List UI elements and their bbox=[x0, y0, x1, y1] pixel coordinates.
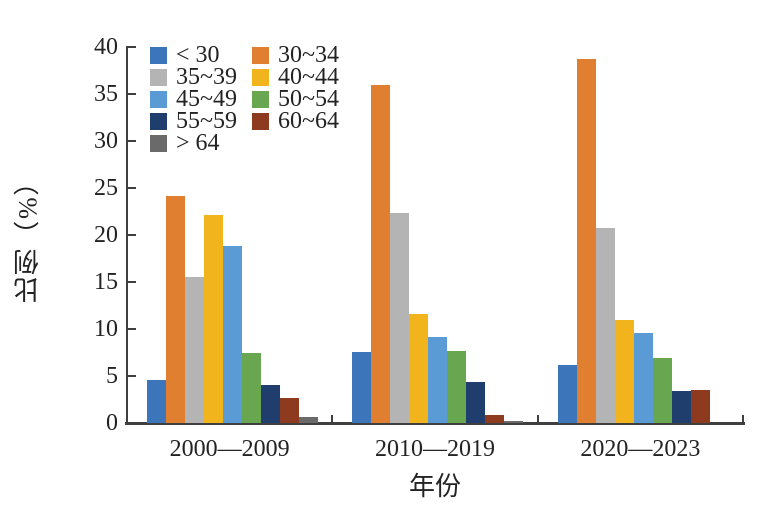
category-label: 2020—2023 bbox=[580, 436, 701, 462]
bar bbox=[671, 391, 691, 423]
legend-swatch bbox=[252, 90, 269, 108]
y-tick-mark bbox=[128, 234, 136, 236]
y-axis-title: 比例（%） bbox=[13, 167, 43, 303]
legend-item: 45~49 bbox=[150, 86, 237, 112]
y-tick-label: 10 bbox=[94, 316, 118, 342]
bar bbox=[166, 195, 185, 423]
legend-item: 50~54 bbox=[252, 86, 339, 112]
legend-label: 60~64 bbox=[278, 108, 339, 134]
x-axis-line bbox=[125, 422, 745, 425]
y-tick-label: 20 bbox=[94, 222, 118, 248]
y-tick-mark bbox=[128, 281, 136, 283]
legend-item: 40~44 bbox=[252, 64, 339, 90]
y-tick-label: 35 bbox=[94, 81, 118, 107]
legend-swatch bbox=[150, 46, 167, 64]
y-tick-label: 15 bbox=[94, 269, 118, 295]
legend-swatch bbox=[150, 90, 167, 108]
legend-item: < 30 bbox=[150, 42, 220, 68]
legend-swatch bbox=[252, 112, 269, 130]
y-tick-label: 40 bbox=[94, 34, 118, 60]
bar bbox=[428, 337, 448, 423]
bar bbox=[466, 381, 486, 423]
bar bbox=[614, 319, 634, 423]
y-tick-label: 30 bbox=[94, 128, 118, 154]
bar bbox=[390, 213, 410, 423]
legend-label: 35~39 bbox=[176, 64, 237, 90]
bar bbox=[485, 415, 505, 423]
bar bbox=[352, 351, 372, 423]
legend-label: 30~34 bbox=[278, 42, 339, 68]
legend-item: 30~34 bbox=[252, 42, 339, 68]
legend-label: 55~59 bbox=[176, 108, 237, 134]
bar bbox=[409, 313, 429, 423]
y-tick-mark bbox=[128, 46, 136, 48]
legend-swatch bbox=[252, 46, 269, 64]
legend-swatch bbox=[150, 68, 167, 86]
legend-label: 40~44 bbox=[278, 64, 339, 90]
x-tick-mark bbox=[331, 415, 333, 423]
y-tick-mark bbox=[128, 187, 136, 189]
legend-label: < 30 bbox=[176, 42, 220, 68]
y-tick-mark bbox=[128, 328, 136, 330]
legend-label: 50~54 bbox=[278, 86, 339, 112]
x-tick-mark bbox=[537, 415, 539, 423]
category-label: 2010—2019 bbox=[374, 436, 495, 462]
bar bbox=[447, 350, 467, 423]
bar bbox=[633, 332, 653, 423]
bar bbox=[504, 421, 524, 423]
legend-item: 35~39 bbox=[150, 64, 237, 90]
y-tick-mark bbox=[128, 375, 136, 377]
x-axis-title: 年份 bbox=[408, 472, 461, 501]
bar bbox=[242, 353, 261, 423]
y-tick-mark bbox=[128, 93, 136, 95]
legend-item: 55~59 bbox=[150, 108, 237, 134]
bar bbox=[595, 228, 615, 423]
legend-swatch bbox=[150, 134, 167, 152]
y-tick-label: 5 bbox=[106, 363, 118, 389]
bar bbox=[223, 246, 242, 423]
x-tick-mark bbox=[742, 415, 744, 423]
bar bbox=[261, 385, 280, 423]
y-axis-line bbox=[126, 46, 128, 424]
legend-label: > 64 bbox=[176, 130, 220, 156]
y-tick-label: 25 bbox=[94, 175, 118, 201]
bar bbox=[652, 358, 672, 423]
bar bbox=[147, 379, 166, 423]
bar bbox=[371, 84, 391, 423]
bar bbox=[557, 364, 577, 423]
bar bbox=[576, 59, 596, 423]
bar bbox=[690, 390, 710, 423]
legend-swatch bbox=[252, 68, 269, 86]
legend-item: > 64 bbox=[150, 130, 220, 156]
bar bbox=[204, 215, 223, 423]
legend-item: 60~64 bbox=[252, 108, 339, 134]
bar bbox=[280, 397, 299, 423]
y-tick-label: 0 bbox=[106, 410, 118, 436]
legend-swatch bbox=[150, 112, 167, 130]
bar bbox=[185, 277, 204, 423]
category-label: 2000—2009 bbox=[169, 436, 290, 462]
legend-label: 45~49 bbox=[176, 86, 237, 112]
y-tick-mark bbox=[128, 140, 136, 142]
bar bbox=[299, 417, 318, 423]
